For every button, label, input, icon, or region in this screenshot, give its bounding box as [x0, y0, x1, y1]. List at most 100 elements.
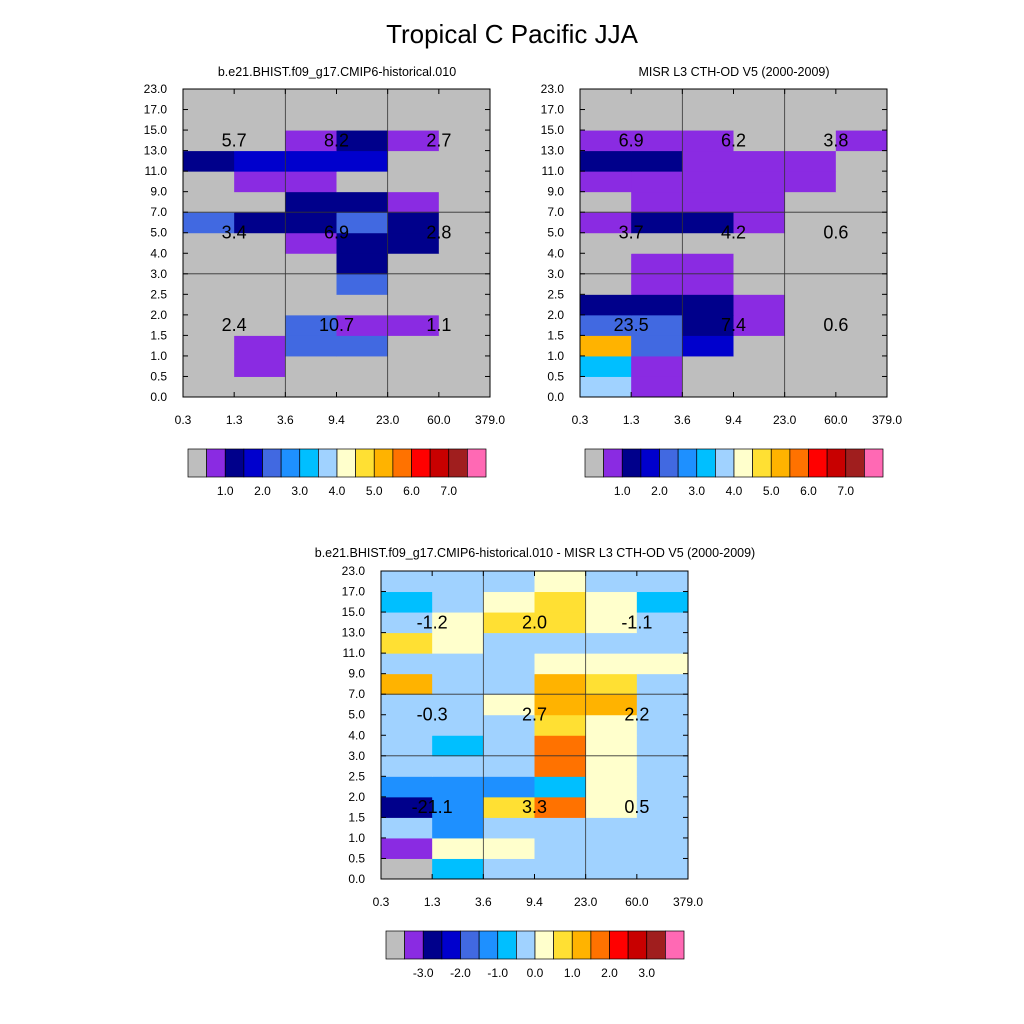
heatmap-cell: [534, 591, 587, 613]
heatmap-cell: [234, 232, 286, 254]
heatmap-cell: [483, 755, 535, 777]
heatmap-cell: [387, 191, 440, 213]
colorbar-obs: 1.0 2.0 3.0 4.0 5.0 6.0 7.0: [584, 448, 884, 498]
cell-value-label: 2.7: [426, 130, 451, 150]
heatmap-cell: [387, 212, 440, 234]
heatmap-cell: [183, 294, 235, 316]
heatmap-cell: [580, 253, 632, 275]
heatmap-cell: [835, 314, 888, 336]
heatmap-cell: [387, 314, 440, 336]
panel-obs: MISR L3 CTH-OD V5 (2000-2009) 0.3 1.3 3.6 9…: [541, 65, 903, 427]
heatmap-cell: [234, 212, 286, 234]
y-tick-label: 17.0: [541, 103, 565, 117]
heatmap-cell: [784, 335, 837, 357]
colorbar-swatch: [373, 448, 394, 478]
panel-difference: b.e21.BHIST.f09_g17.CMIP6-historical.010…: [315, 546, 755, 909]
heatmap-cell: [585, 653, 638, 675]
heatmap-cell: [432, 571, 484, 593]
colorbar-model: 1.0 2.0 3.0 4.0 5.0 6.0 7.0: [187, 448, 487, 498]
heatmap-cell: [682, 150, 734, 172]
colorbar-swatch: [584, 448, 604, 478]
y-tick-label: 2.5: [150, 287, 167, 301]
heatmap-cell: [432, 776, 484, 798]
heatmap-cell: [580, 130, 632, 152]
x-tick-label: 3.6: [475, 895, 492, 909]
y-tick-label: 1.5: [348, 810, 365, 824]
heatmap-cell: [636, 755, 689, 777]
y-tick-label: 0.5: [150, 369, 167, 383]
heatmap-cell: [682, 232, 734, 254]
heatmap-cell: [285, 212, 337, 234]
x-tick-label: 60.0: [625, 895, 649, 909]
heatmap-cell: [183, 376, 235, 398]
heatmap-cell: [285, 171, 337, 193]
cell-value-label: 2.8: [426, 223, 451, 243]
heatmap-cell: [285, 150, 337, 172]
heatmap-cell: [733, 109, 786, 131]
y-tick-label: 7.0: [547, 205, 564, 219]
heatmap-cell: [387, 89, 440, 111]
heatmap-cell: [483, 837, 535, 859]
heatmap-cell: [381, 735, 433, 757]
y-tick-label: 17.0: [144, 103, 168, 117]
heatmap-cell: [682, 314, 734, 336]
heatmap-cell: [784, 89, 837, 111]
heatmap-cell: [631, 294, 683, 316]
y-tick-label: 11.0: [145, 164, 168, 178]
heatmap-cell: [438, 212, 491, 234]
heatmap-cell: [636, 673, 689, 695]
y-tick-label: 9.0: [150, 185, 167, 199]
colorbar-swatch: [404, 930, 424, 960]
heatmap-cell: [234, 376, 286, 398]
y-tick-label: 9.0: [547, 185, 564, 199]
heatmap-cell: [585, 673, 638, 695]
heatmap-cell: [534, 714, 587, 736]
heatmap-cell: [381, 837, 433, 859]
heatmap-cell: [580, 376, 632, 398]
heatmap-cell: [234, 191, 286, 213]
heatmap-cell: [234, 314, 286, 336]
y-tick-label: 3.0: [547, 267, 564, 281]
heatmap-cell: [534, 796, 587, 818]
heatmap-cell: [483, 571, 535, 593]
colorbar-swatch: [770, 448, 791, 478]
heatmap-cell: [835, 294, 888, 316]
colorbar-label: 1.0: [564, 966, 581, 980]
heatmap-cell: [183, 191, 235, 213]
heatmap-cell: [682, 191, 734, 213]
heatmap-cell: [381, 776, 433, 798]
colorbar-swatch: [448, 448, 468, 478]
x-tick-label: 379.0: [673, 895, 703, 909]
heatmap-cell: [585, 837, 638, 859]
y-tick-label: 7.0: [348, 687, 365, 701]
heatmap-cell: [336, 232, 389, 254]
colorbar-swatch: [243, 448, 263, 478]
heatmap-cell: [835, 150, 888, 172]
heatmap-cell: [636, 837, 689, 859]
heatmap-cell: [784, 273, 837, 295]
heatmap-cell: [432, 858, 484, 880]
x-tick-label: 0.3: [572, 413, 589, 427]
heatmap-cell: [234, 273, 286, 295]
y-tick-label: 0.5: [547, 369, 564, 383]
heatmap-cell: [234, 171, 286, 193]
heatmap-cell: [585, 591, 638, 613]
heatmap-cell: [636, 694, 689, 716]
heatmap-cell: [336, 191, 389, 213]
heatmap-cell: [432, 612, 484, 634]
heatmap-cell: [183, 335, 235, 357]
heatmap-cell: [387, 232, 440, 254]
heatmap-cell: [733, 89, 786, 111]
heatmap-cell: [483, 817, 535, 839]
colorbar-swatch: [603, 448, 623, 478]
heatmap-cell: [381, 673, 433, 695]
colorbar-label: 3.0: [688, 484, 705, 498]
heatmap-cell: [631, 335, 683, 357]
heatmap-cell: [733, 253, 786, 275]
cell-value-label: 0.5: [624, 797, 649, 817]
y-tick-label: 2.0: [547, 308, 564, 322]
colorbar-label: 5.0: [763, 484, 780, 498]
y-tick-label: 2.0: [150, 308, 167, 322]
colorbar-swatch: [665, 930, 685, 960]
